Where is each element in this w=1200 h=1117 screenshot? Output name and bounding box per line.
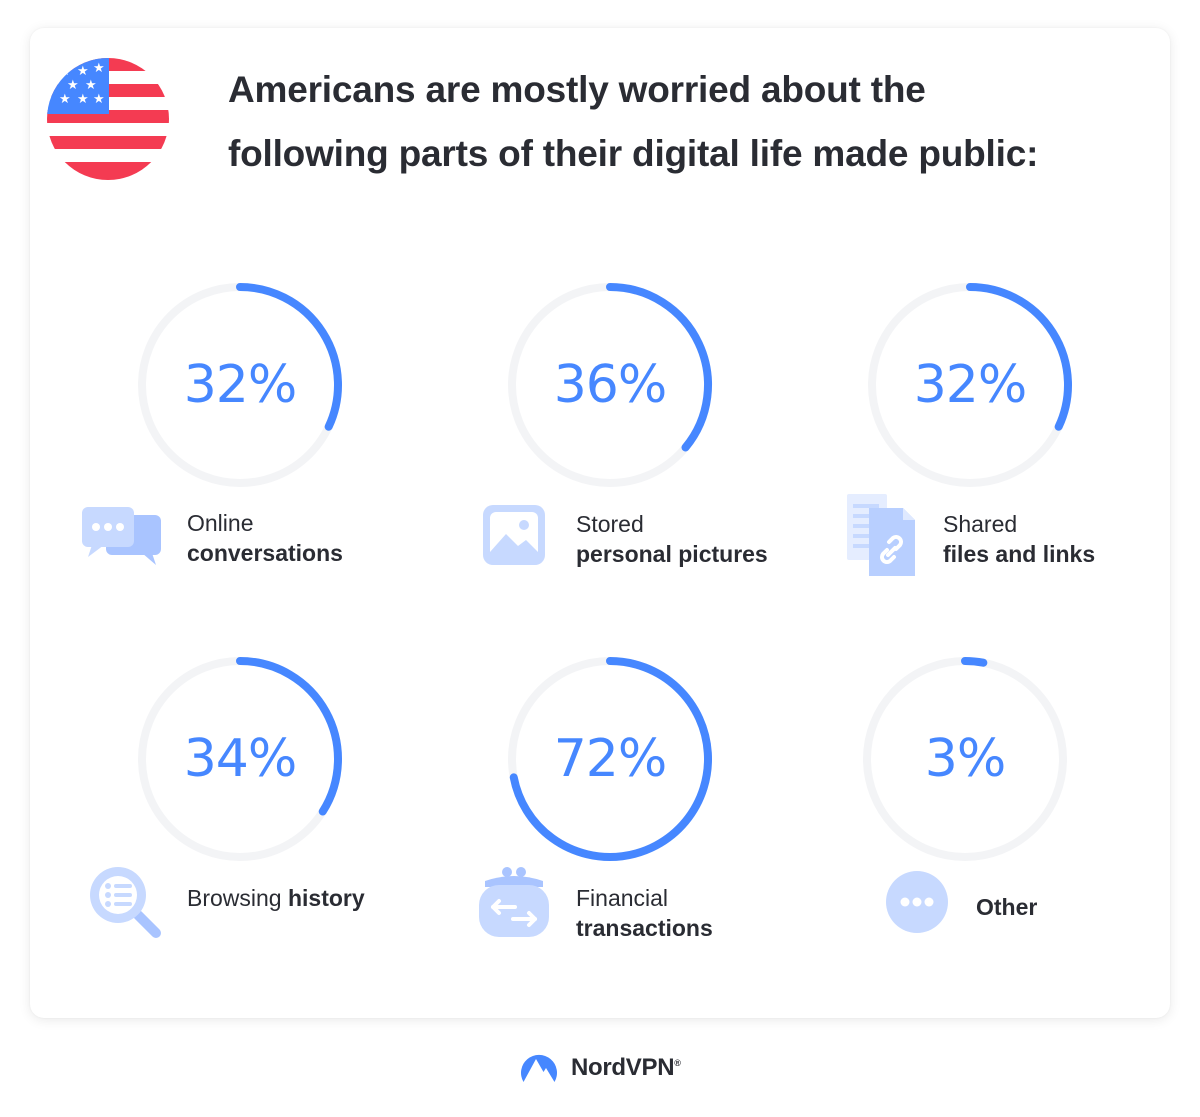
donut-arc <box>606 283 712 452</box>
donut-arc <box>236 283 342 431</box>
donut-arc <box>236 657 342 816</box>
svg-text:★: ★ <box>77 64 89 79</box>
more-dots-icon <box>886 871 948 933</box>
label-bold: transactions <box>576 915 713 941</box>
donut-value: 3% <box>924 729 1007 789</box>
svg-text:★: ★ <box>59 92 71 107</box>
label-financial-transactions: Financial transactions <box>576 883 713 943</box>
svg-text:★: ★ <box>85 78 97 93</box>
donut-value: 32% <box>183 355 298 415</box>
label-plain: Online <box>187 510 254 536</box>
chart-title: Americans are mostly worried about the f… <box>228 58 1148 186</box>
donut-arc <box>966 283 1072 431</box>
wallet-icon <box>479 867 549 937</box>
magnifier-list-icon <box>90 867 161 938</box>
donut-other: 3% <box>860 654 1070 864</box>
donut-stored-pictures: 36% <box>505 280 715 490</box>
svg-text:★: ★ <box>77 92 89 107</box>
label-stored-pictures: Stored personal pictures <box>576 509 768 569</box>
file-link-icon <box>847 494 915 576</box>
donut-arc <box>509 657 712 861</box>
label-bold: Other <box>976 894 1038 920</box>
nordvpn-logo: NordVPN® <box>519 1050 681 1086</box>
title-line-2: following parts of their digital life ma… <box>228 133 1039 174</box>
donut-value: 34% <box>183 729 298 789</box>
svg-text:★: ★ <box>67 78 79 93</box>
label-bold: files and links <box>943 541 1096 567</box>
donut-financial-transactions: 72% <box>505 654 715 864</box>
donut-value: 72% <box>553 729 668 789</box>
label-plain: Shared <box>943 511 1018 537</box>
svg-text:★: ★ <box>59 64 71 79</box>
label-other: Other <box>976 892 1037 922</box>
label-plain: Stored <box>576 511 644 537</box>
brand-name: NordVPN <box>571 1054 675 1081</box>
label-online-conversations: Online conversations <box>187 508 343 568</box>
label-plain: Browsing <box>187 885 288 911</box>
svg-text:★: ★ <box>93 92 105 107</box>
nordvpn-mountain-icon <box>521 1054 557 1082</box>
title-line-1: Americans are mostly worried about the <box>228 69 926 110</box>
donut-online-conversations: 32% <box>135 280 345 490</box>
label-bold: conversations <box>187 540 343 566</box>
donut-browsing-history: 34% <box>135 654 345 864</box>
label-plain: Financial <box>576 885 669 911</box>
donut-value: 32% <box>913 355 1028 415</box>
label-bold: history <box>287 885 365 911</box>
trademark: ® <box>674 1058 681 1068</box>
us-flag-icon: ★ ★ ★ ★ ★ ★ ★ ★ <box>47 58 169 180</box>
donut-shared-files: 32% <box>865 280 1075 490</box>
donut-value: 36% <box>553 355 668 415</box>
label-browsing-history: Browsing history <box>187 883 365 913</box>
chat-bubbles-icon <box>82 507 161 565</box>
svg-text:★: ★ <box>93 61 105 76</box>
label-bold: personal pictures <box>576 541 768 567</box>
label-shared-files: Shared files and links <box>943 509 1095 569</box>
donut-arc <box>961 657 988 667</box>
picture-icon <box>483 505 545 565</box>
